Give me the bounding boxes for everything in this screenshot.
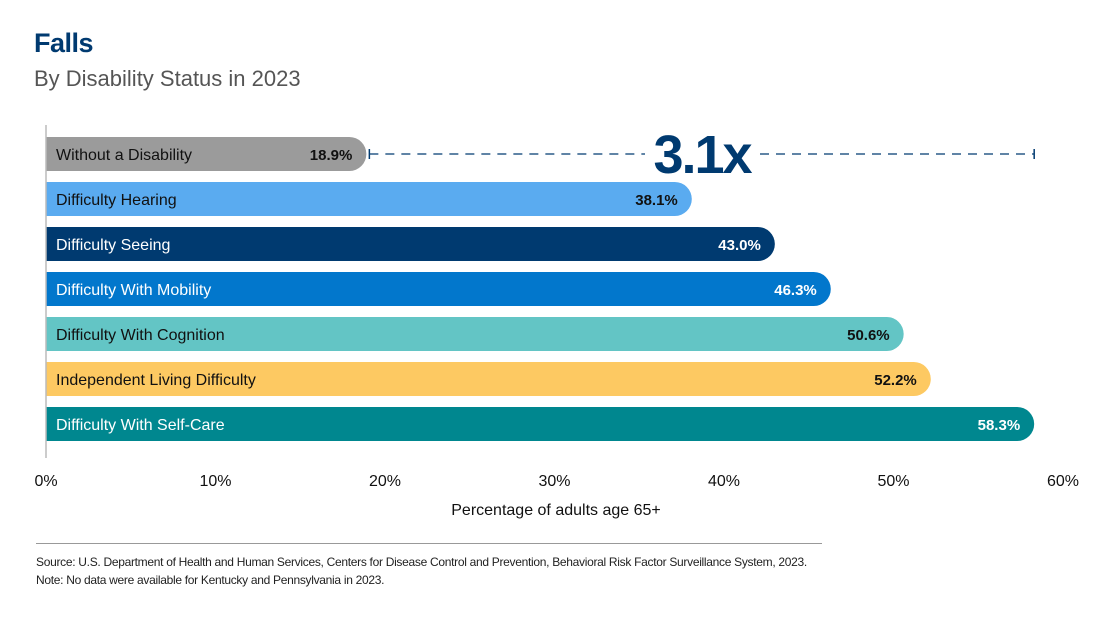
- bar-chart: Without a Disability 18.9% Difficulty Hear…: [34, 125, 1079, 490]
- bar: [46, 362, 931, 396]
- bar-value-label: 58.3%: [978, 417, 1021, 434]
- bar: [46, 317, 904, 351]
- x-tick-label: 50%: [877, 473, 909, 490]
- bar: [46, 227, 775, 261]
- bar-value-label: 38.1%: [635, 192, 678, 209]
- bar-category-label: Difficulty With Mobility: [56, 282, 211, 299]
- bar-category-label: Without a Disability: [56, 147, 192, 164]
- data-note: Note: No data were available for Kentuck…: [36, 573, 385, 587]
- bar-category-label: Difficulty With Cognition: [56, 327, 225, 344]
- x-tick-label: 60%: [1047, 473, 1079, 490]
- x-tick-label: 10%: [199, 473, 231, 490]
- x-axis-label: Percentage of adults age 65+: [451, 502, 661, 519]
- bar-value-label: 18.9%: [310, 147, 353, 164]
- bar-value-label: 43.0%: [718, 237, 761, 254]
- x-tick-label: 20%: [369, 473, 401, 490]
- bar-value-label: 50.6%: [847, 327, 890, 344]
- x-tick-label: 0%: [34, 473, 57, 490]
- x-tick-label: 30%: [538, 473, 570, 490]
- source-note: Source: U.S. Department of Health and Hu…: [36, 555, 807, 569]
- chart-subtitle: By Disability Status in 2023: [34, 66, 301, 91]
- bar-value-label: 46.3%: [774, 282, 817, 299]
- annotation-ratio-label: 3.1x: [653, 125, 752, 185]
- bar: [46, 182, 692, 216]
- bar-category-label: Difficulty With Self-Care: [56, 417, 225, 434]
- bar: [46, 137, 367, 171]
- chart-title: Falls: [34, 28, 94, 58]
- bar-category-label: Difficulty Seeing: [56, 237, 170, 254]
- bar: [46, 272, 831, 306]
- bar-category-label: Independent Living Difficulty: [56, 372, 256, 389]
- footer-divider: [36, 543, 822, 544]
- bar-category-label: Difficulty Hearing: [56, 192, 177, 209]
- bar-value-label: 52.2%: [874, 372, 917, 389]
- x-tick-label: 40%: [708, 473, 740, 490]
- bar: [46, 407, 1035, 441]
